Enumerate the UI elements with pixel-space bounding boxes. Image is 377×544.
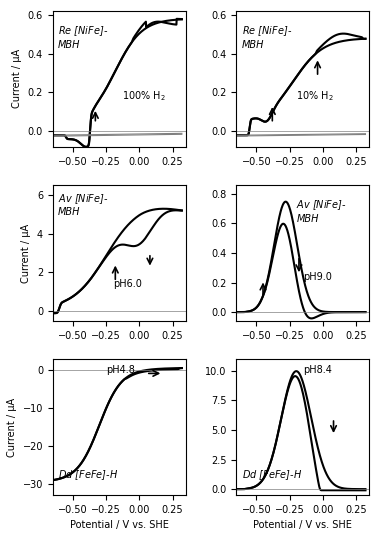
Y-axis label: Current / μA: Current / μA: [21, 224, 31, 282]
X-axis label: Potential / V vs. SHE: Potential / V vs. SHE: [253, 520, 352, 530]
Text: pH4.8: pH4.8: [106, 364, 135, 375]
Y-axis label: Current / μA: Current / μA: [12, 50, 22, 108]
X-axis label: Potential / V vs. SHE: Potential / V vs. SHE: [70, 520, 169, 530]
Text: $Av$ [NiFe]-
MBH: $Av$ [NiFe]- MBH: [58, 192, 109, 217]
Text: 10% H$_2$: 10% H$_2$: [296, 89, 334, 103]
Text: pH9.0: pH9.0: [303, 272, 332, 282]
Y-axis label: Current / μA: Current / μA: [7, 398, 17, 456]
Text: $Re$ [NiFe]-
MBH: $Re$ [NiFe]- MBH: [58, 24, 108, 50]
Text: $Re$ [NiFe]-
MBH: $Re$ [NiFe]- MBH: [242, 24, 292, 50]
Text: 100% H$_2$: 100% H$_2$: [122, 89, 166, 103]
Text: $Dd$ [FeFe]-H: $Dd$ [FeFe]-H: [242, 468, 302, 481]
Text: pH8.4: pH8.4: [303, 364, 332, 375]
Text: $Dd$ [FeFe]-H: $Dd$ [FeFe]-H: [58, 468, 118, 481]
Text: $Av$ [NiFe]-
MBH: $Av$ [NiFe]- MBH: [296, 199, 347, 224]
Text: pH6.0: pH6.0: [113, 279, 141, 289]
